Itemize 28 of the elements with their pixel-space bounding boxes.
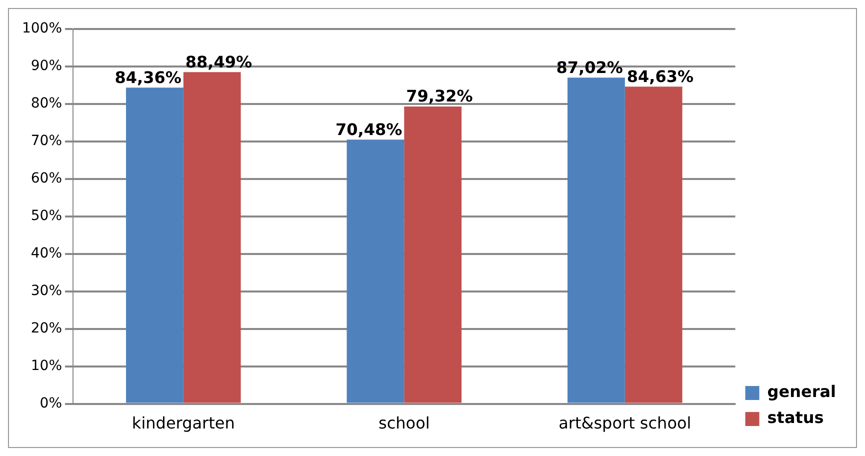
x-tick-label: art&sport school (558, 414, 692, 433)
bar (183, 72, 241, 403)
y-tick-label: 0% (40, 395, 62, 412)
y-tick-label: 40% (30, 246, 62, 262)
legend-label: general (767, 382, 836, 402)
y-tick-label: 80% (30, 96, 62, 112)
legend-label: status (767, 408, 824, 428)
y-tick-label: 20% (30, 320, 62, 336)
data-label: 84,36% (114, 68, 182, 87)
data-label: 84,63% (626, 66, 694, 86)
y-tick-label: 30% (30, 283, 62, 299)
bar (126, 88, 184, 403)
y-tick-label: 70% (30, 133, 62, 150)
y-tick-label: 10% (30, 358, 62, 374)
y-tick-label: 50% (30, 208, 62, 224)
y-tick-label: 90% (30, 58, 62, 74)
bar (404, 106, 462, 403)
data-label: 79,32% (406, 86, 473, 106)
y-tick-label: 60% (30, 170, 62, 187)
x-tick-label: kindergarten (132, 414, 235, 433)
y-tick-label: 100% (22, 20, 62, 37)
x-tick-label: school (378, 414, 430, 433)
data-label: 70,48% (336, 120, 402, 139)
bar (346, 140, 404, 403)
data-label: 88,49% (185, 52, 252, 72)
bar (568, 78, 625, 403)
bar (624, 86, 682, 403)
data-label: 87,02% (556, 58, 623, 77)
